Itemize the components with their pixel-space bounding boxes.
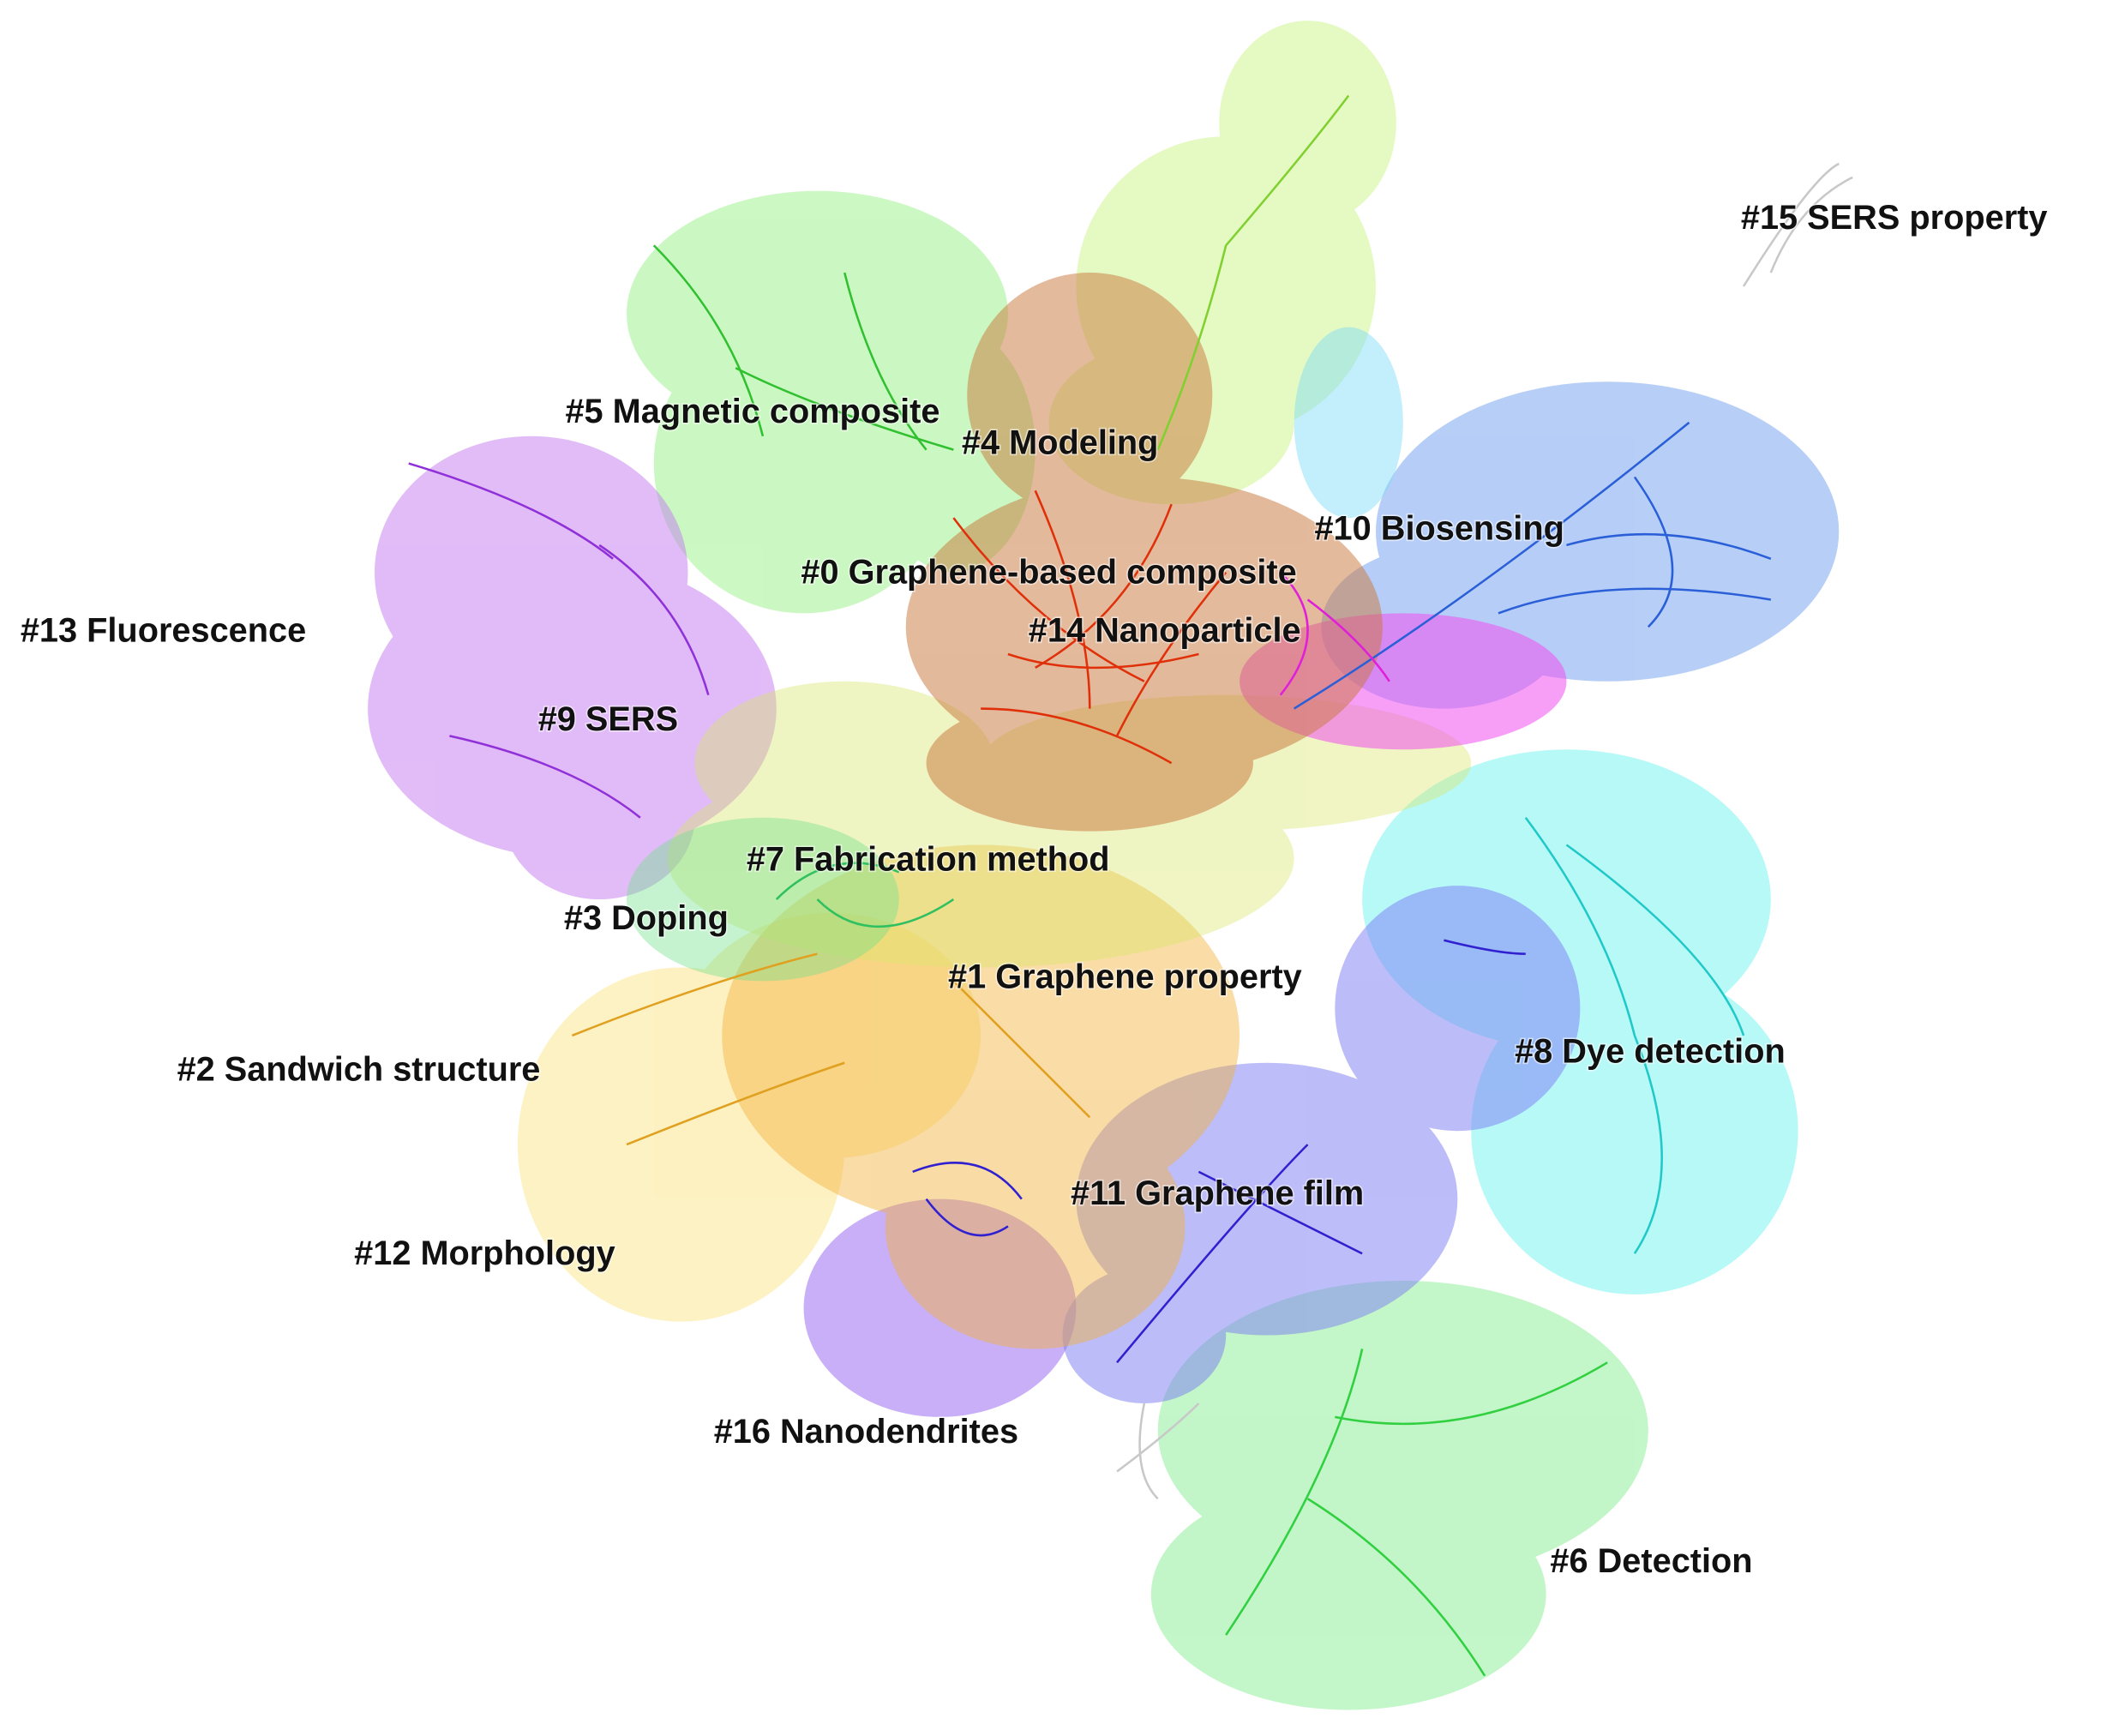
cluster-region [905, 273, 1383, 832]
cluster-label: #7 Fabrication method [747, 841, 1110, 879]
cluster-labels: #0 Graphene-based composite #1 Graphene … [19, 198, 2049, 1582]
cluster-label: #11 Graphene film [1071, 1174, 1364, 1212]
cluster-label: #1 Graphene property [948, 958, 1302, 995]
cluster-label: #9 SERS [538, 700, 678, 738]
cluster-label: #0 Graphene-based composite [801, 553, 1296, 591]
cluster-label: #13 Fluorescence [21, 612, 306, 650]
cluster-label: #3 Doping [564, 899, 729, 937]
cluster-label: #12 Morphology [354, 1234, 615, 1272]
cluster-label: #10 Biosensing [1314, 510, 1564, 548]
cluster-region [722, 844, 1240, 1349]
cluster-region [1294, 327, 1403, 519]
cluster-label: #6 Detection [1550, 1542, 1752, 1580]
cluster-region [626, 817, 899, 982]
cluster-region [368, 436, 777, 900]
cluster-label: #2 Sandwich structure [177, 1050, 541, 1088]
cluster-label: #8 Dye detection [1515, 1033, 1786, 1071]
cluster-region [517, 912, 981, 1322]
cluster-label: #15 SERS property [1741, 199, 2048, 237]
cluster-label: #4 Modeling [962, 423, 1159, 461]
cluster-label: #16 Nanodendrites [714, 1413, 1018, 1451]
cluster-label: #14 Nanoparticle [1029, 612, 1301, 650]
cluster-region [803, 1198, 1077, 1417]
edges [408, 94, 1853, 1677]
cluster-region [1150, 1280, 1648, 1710]
cluster-label: #5 Magnetic composite [565, 393, 939, 430]
cluster-region [1062, 886, 1581, 1404]
